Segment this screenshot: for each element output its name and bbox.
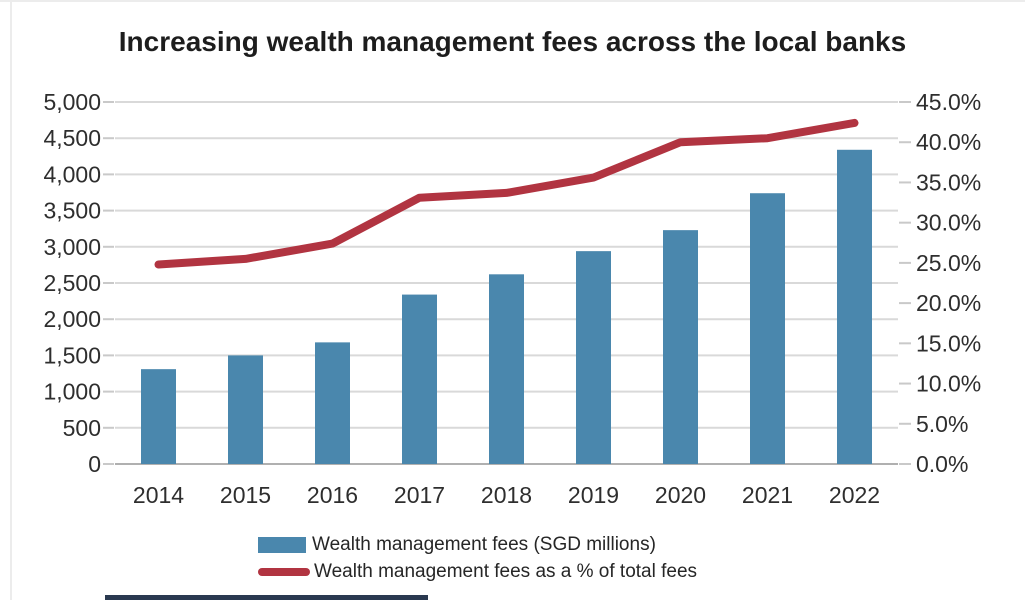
svg-text:0: 0 (88, 451, 101, 477)
svg-text:25.0%: 25.0% (916, 250, 981, 276)
legend-line-label: Wealth management fees as a % of total f… (314, 561, 698, 582)
chart-title: Increasing wealth management fees across… (118, 26, 907, 57)
svg-text:20.0%: 20.0% (916, 290, 981, 316)
legend-line-swatch (258, 568, 310, 576)
legend-bar-label: Wealth management fees (SGD millions) (312, 534, 656, 555)
svg-text:4,500: 4,500 (43, 125, 101, 151)
svg-text:5,000: 5,000 (43, 89, 101, 115)
svg-text:1,000: 1,000 (43, 379, 101, 405)
svg-text:2,000: 2,000 (43, 306, 101, 332)
svg-text:30.0%: 30.0% (916, 210, 981, 236)
svg-text:2022: 2022 (829, 482, 880, 508)
svg-text:2015: 2015 (220, 482, 271, 508)
svg-text:2,500: 2,500 (43, 270, 101, 296)
svg-text:15.0%: 15.0% (916, 330, 981, 356)
svg-text:500: 500 (63, 415, 101, 441)
svg-text:2014: 2014 (133, 482, 184, 508)
svg-text:5.0%: 5.0% (916, 411, 968, 437)
card-border-top (0, 0, 1025, 2)
legend-bar-swatch (258, 537, 306, 553)
svg-text:2021: 2021 (742, 482, 793, 508)
svg-text:3,000: 3,000 (43, 234, 101, 260)
svg-text:2016: 2016 (307, 482, 358, 508)
svg-text:2019: 2019 (568, 482, 619, 508)
cropped-bottom-element (105, 595, 428, 600)
svg-text:10.0%: 10.0% (916, 371, 981, 397)
svg-text:2020: 2020 (655, 482, 706, 508)
svg-text:2017: 2017 (394, 482, 445, 508)
svg-text:3,500: 3,500 (43, 198, 101, 224)
legend: Wealth management fees (SGD millions) We… (258, 534, 697, 583)
card-border-left (10, 2, 12, 600)
svg-text:0.0%: 0.0% (916, 451, 968, 477)
legend-item-line: Wealth management fees as a % of total f… (258, 561, 697, 583)
svg-text:40.0%: 40.0% (916, 129, 981, 155)
svg-text:1,500: 1,500 (43, 342, 101, 368)
svg-text:35.0%: 35.0% (916, 169, 981, 195)
svg-text:2018: 2018 (481, 482, 532, 508)
svg-text:4,000: 4,000 (43, 161, 101, 187)
svg-text:45.0%: 45.0% (916, 89, 981, 115)
legend-item-bars: Wealth management fees (SGD millions) (258, 534, 656, 556)
